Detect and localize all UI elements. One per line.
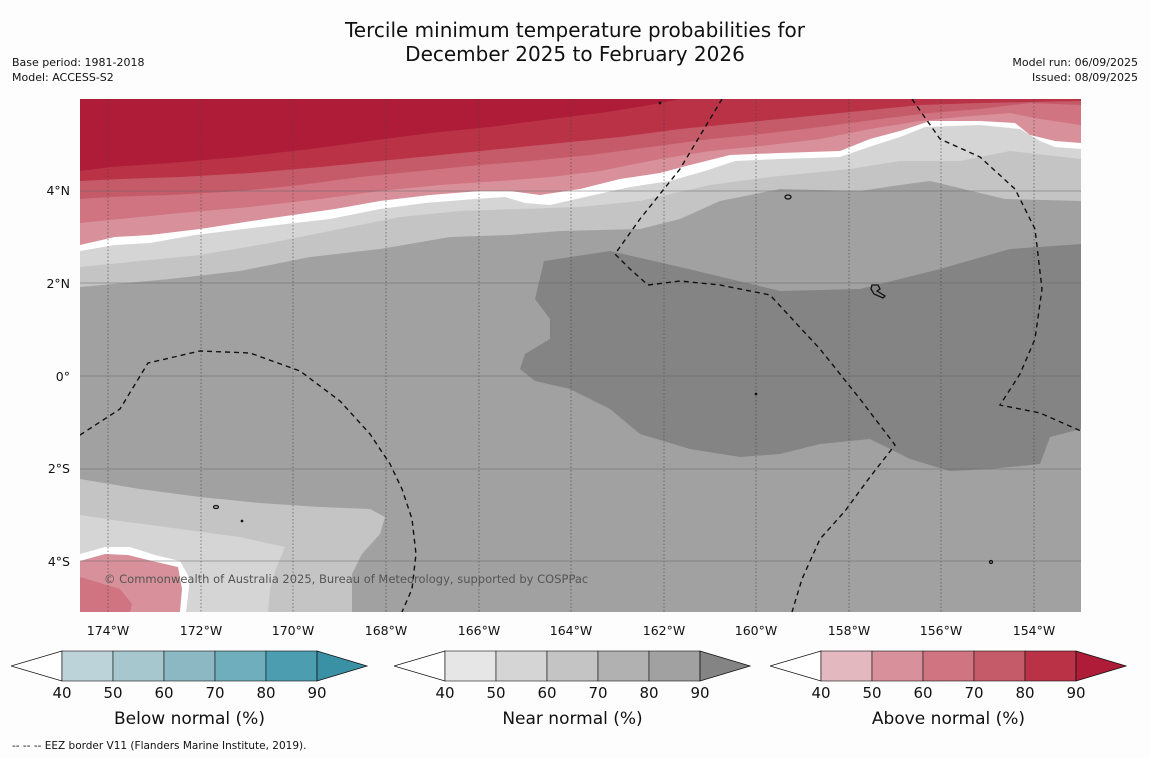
lat-label-4n: 4°N: [46, 183, 70, 198]
colorbar-swatch: [546, 650, 599, 682]
colorbar-high-extension: [316, 650, 368, 682]
lon-label-170w: 170°W: [271, 623, 315, 638]
tick: 90: [307, 684, 327, 702]
island-4: [988, 559, 994, 565]
colorbar-above-normal-swatches: [770, 650, 1127, 682]
colorbar-above-normal-label: Above normal (%): [871, 709, 1026, 729]
colorbar-swatch: [973, 650, 1026, 682]
lon-label-154w: 154°W: [1012, 623, 1056, 638]
eez-footnote: -- -- -- EEZ border V11 (Flanders Marine…: [12, 740, 307, 752]
colorbar-swatch: [112, 650, 165, 682]
colorbar-near-normal-swatches: [394, 650, 751, 682]
island-5: [754, 392, 758, 396]
colorbar-low-extension: [394, 650, 446, 682]
tick: 90: [1066, 684, 1086, 702]
colorbar-swatch: [495, 650, 548, 682]
probability-map: [80, 99, 1081, 612]
model-name: Model: ACCESS-S2: [12, 71, 114, 84]
tick: 60: [154, 684, 174, 702]
tick: 60: [913, 684, 933, 702]
lat-label-2s: 2°S: [47, 461, 70, 476]
island-6: [240, 519, 244, 523]
colorbar-swatch: [214, 650, 267, 682]
map-title: Tercile minimum temperature probabilitie…: [0, 18, 1150, 66]
tick: 50: [862, 684, 882, 702]
meta-right: Model run: 06/09/2025 Issued: 08/09/2025: [1012, 55, 1138, 85]
lon-label-164w: 164°W: [549, 623, 593, 638]
islands: [212, 101, 994, 565]
lon-label-160w: 160°W: [734, 623, 778, 638]
graticule-meridians: [107, 99, 1035, 612]
issued-date: Issued: 08/09/2025: [1031, 71, 1138, 84]
tick: 60: [537, 684, 557, 702]
colorbar-high-extension: [699, 650, 751, 682]
tick: 80: [256, 684, 276, 702]
tick: 50: [103, 684, 123, 702]
graticule-parallels: [80, 190, 1081, 562]
island-7: [658, 101, 662, 105]
tick: 70: [588, 684, 608, 702]
colorbar-swatch: [922, 650, 975, 682]
island-1: [784, 194, 792, 200]
lat-label-2n: 2°N: [46, 276, 70, 291]
colorbar-above-normal: 40 50 60 70 80 90 Above normal (%): [770, 650, 1127, 740]
colorbar-swatch: [871, 650, 924, 682]
colorbar-below-normal-swatches: [11, 650, 368, 682]
eez-border-tokelau: [80, 350, 417, 612]
lon-label-162w: 162°W: [642, 623, 686, 638]
lat-label-0: 0°: [55, 369, 70, 384]
colorbar-swatch: [61, 650, 114, 682]
colorbar-below-normal: 40 50 60 70 80 90 Below normal (%): [11, 650, 368, 740]
title-line-2: December 2025 to February 2026: [405, 42, 745, 66]
tick: 80: [1015, 684, 1035, 702]
island-2: [870, 284, 887, 299]
colorbar-swatch: [265, 650, 318, 682]
lon-label-174w: 174°W: [86, 623, 130, 638]
tick: 40: [811, 684, 831, 702]
above-normal-90-band: [80, 99, 680, 171]
colorbar-below-normal-label: Below normal (%): [114, 709, 265, 729]
lon-label-166w: 166°W: [457, 623, 501, 638]
tick: 40: [435, 684, 455, 702]
lon-label-168w: 168°W: [364, 623, 408, 638]
meta-left: Base period: 1981-2018 Model: ACCESS-S2: [12, 55, 144, 85]
lon-label-158w: 158°W: [827, 623, 871, 638]
colorbar-swatch: [163, 650, 216, 682]
tick: 50: [486, 684, 506, 702]
colorbar-low-extension: [770, 650, 822, 682]
colorbar-high-extension: [1075, 650, 1127, 682]
colorbar-swatch: [1024, 650, 1077, 682]
eez-border-kiribati-north: [614, 99, 896, 612]
above-normal-60-southwest: [80, 577, 132, 612]
tick: 40: [52, 684, 72, 702]
tick: 70: [964, 684, 984, 702]
copyright-notice: © Commonwealth of Australia 2025, Bureau…: [104, 572, 589, 586]
colorbar-swatch: [648, 650, 701, 682]
tick: 70: [205, 684, 225, 702]
eez-borders: [80, 99, 1081, 612]
eez-border-kiribati-east: [911, 99, 1081, 432]
tick: 80: [639, 684, 659, 702]
map-canvas: [80, 99, 1081, 612]
tick: 90: [690, 684, 710, 702]
colorbar-swatch: [820, 650, 873, 682]
base-period: Base period: 1981-2018: [12, 56, 145, 69]
island-3: [212, 504, 220, 510]
lat-label-4s: 4°S: [47, 554, 70, 569]
lon-label-172w: 172°W: [179, 623, 223, 638]
model-run: Model run: 06/09/2025: [1012, 56, 1138, 69]
title-line-1: Tercile minimum temperature probabilitie…: [344, 18, 806, 42]
colorbar-swatch: [444, 650, 497, 682]
lon-label-156w: 156°W: [919, 623, 963, 638]
colorbar-swatch: [597, 650, 650, 682]
colorbar-low-extension: [11, 650, 63, 682]
colorbar-near-normal: 40 50 60 70 80 90 Near normal (%): [394, 650, 751, 740]
colorbar-near-normal-label: Near normal (%): [502, 709, 643, 729]
